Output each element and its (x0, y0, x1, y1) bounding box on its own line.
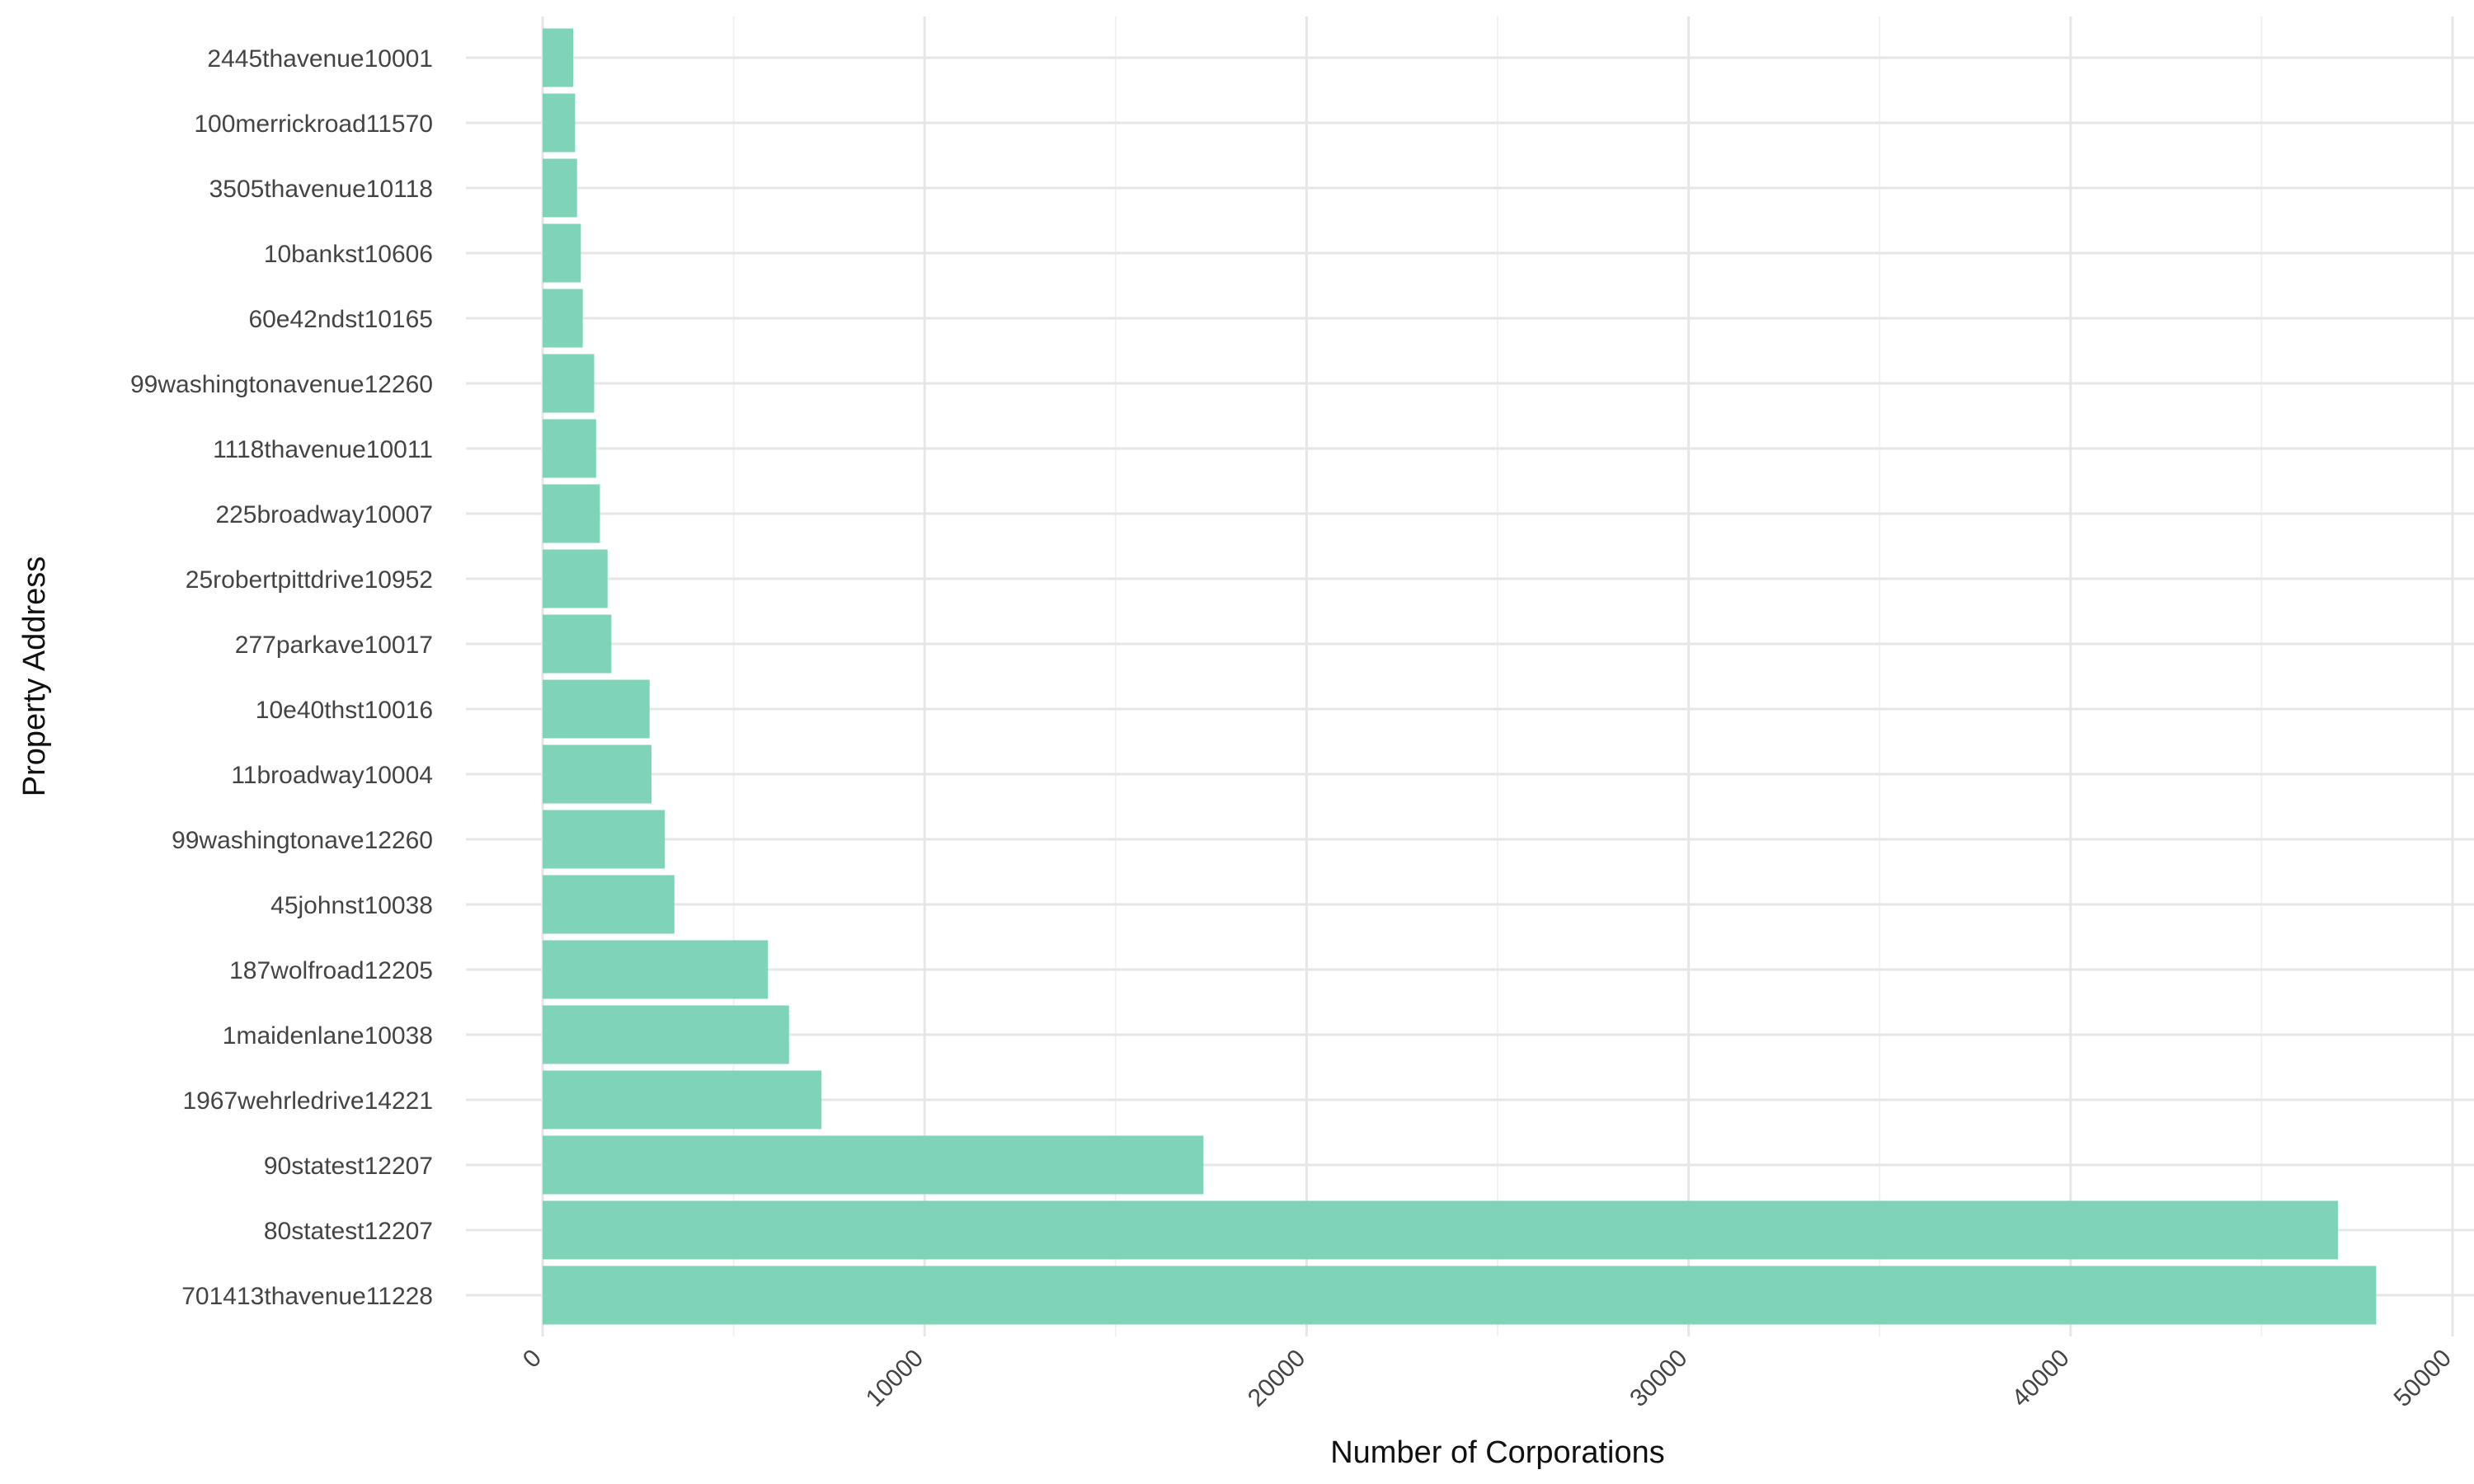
bar (543, 940, 769, 999)
x-tick-label: 40000 (2006, 1345, 2074, 1412)
y-tick-label: 90statest12207 (264, 1153, 433, 1180)
x-axis-title: Number of Corporations (1330, 1435, 1665, 1470)
bar (543, 1266, 2377, 1325)
bar (543, 289, 583, 348)
bar (543, 28, 574, 87)
y-tick-label: 187wolfroad12205 (229, 957, 433, 984)
bar (543, 223, 581, 283)
bar (543, 484, 600, 543)
bar (543, 875, 675, 934)
y-tick-label: 25robertpittdrive10952 (186, 566, 433, 594)
bar (543, 549, 608, 608)
y-tick-label: 3505thavenue10118 (209, 176, 433, 203)
bar (543, 158, 577, 218)
bar (543, 1070, 822, 1129)
bar (543, 1005, 789, 1064)
y-tick-label: 225broadway10007 (215, 501, 433, 528)
bar (543, 1200, 2339, 1260)
y-tick-labels: 2445thavenue10001 100merrickroad11570 3505… (130, 45, 433, 1310)
x-tick-label: 50000 (2389, 1345, 2457, 1412)
x-tick-label: 20000 (1243, 1345, 1310, 1412)
y-tick-label: 701413thavenue11228 (181, 1283, 433, 1310)
bar (543, 93, 576, 153)
bar (543, 1135, 1204, 1195)
bar (543, 810, 666, 869)
x-tick-labels: 0 10000 20000 30000 40000 50000 (518, 1345, 2457, 1412)
bars (543, 28, 2377, 1325)
x-tick-label: 10000 (861, 1345, 929, 1412)
y-tick-label: 99washingtonave12260 (172, 827, 433, 854)
y-tick-label: 1118thavenue10011 (213, 436, 433, 463)
y-tick-label: 99washingtonavenue12260 (130, 371, 433, 398)
bar (543, 744, 652, 804)
bar (543, 419, 596, 478)
y-tick-label: 100merrickroad11570 (194, 110, 433, 138)
bar (543, 354, 595, 413)
y-tick-label: 10e40thst10016 (256, 697, 433, 724)
y-tick-label: 1967wehrledrive14221 (182, 1087, 433, 1115)
x-tick-label: 0 (518, 1345, 547, 1374)
x-tick-label: 30000 (1625, 1345, 1692, 1412)
y-tick-label: 1maidenlane10038 (223, 1022, 433, 1050)
y-tick-label: 10bankst10606 (264, 241, 433, 268)
y-tick-label: 80statest12207 (264, 1218, 433, 1245)
y-tick-label: 11broadway10004 (231, 762, 433, 789)
y-tick-label: 60e42ndst10165 (248, 306, 433, 333)
y-tick-label: 2445thavenue10001 (207, 45, 433, 73)
bar (543, 679, 650, 739)
y-tick-label: 45johnst10038 (270, 892, 433, 919)
y-axis-title: Property Address (17, 556, 52, 796)
y-tick-label: 277parkave10017 (235, 632, 433, 659)
bar (543, 614, 612, 674)
